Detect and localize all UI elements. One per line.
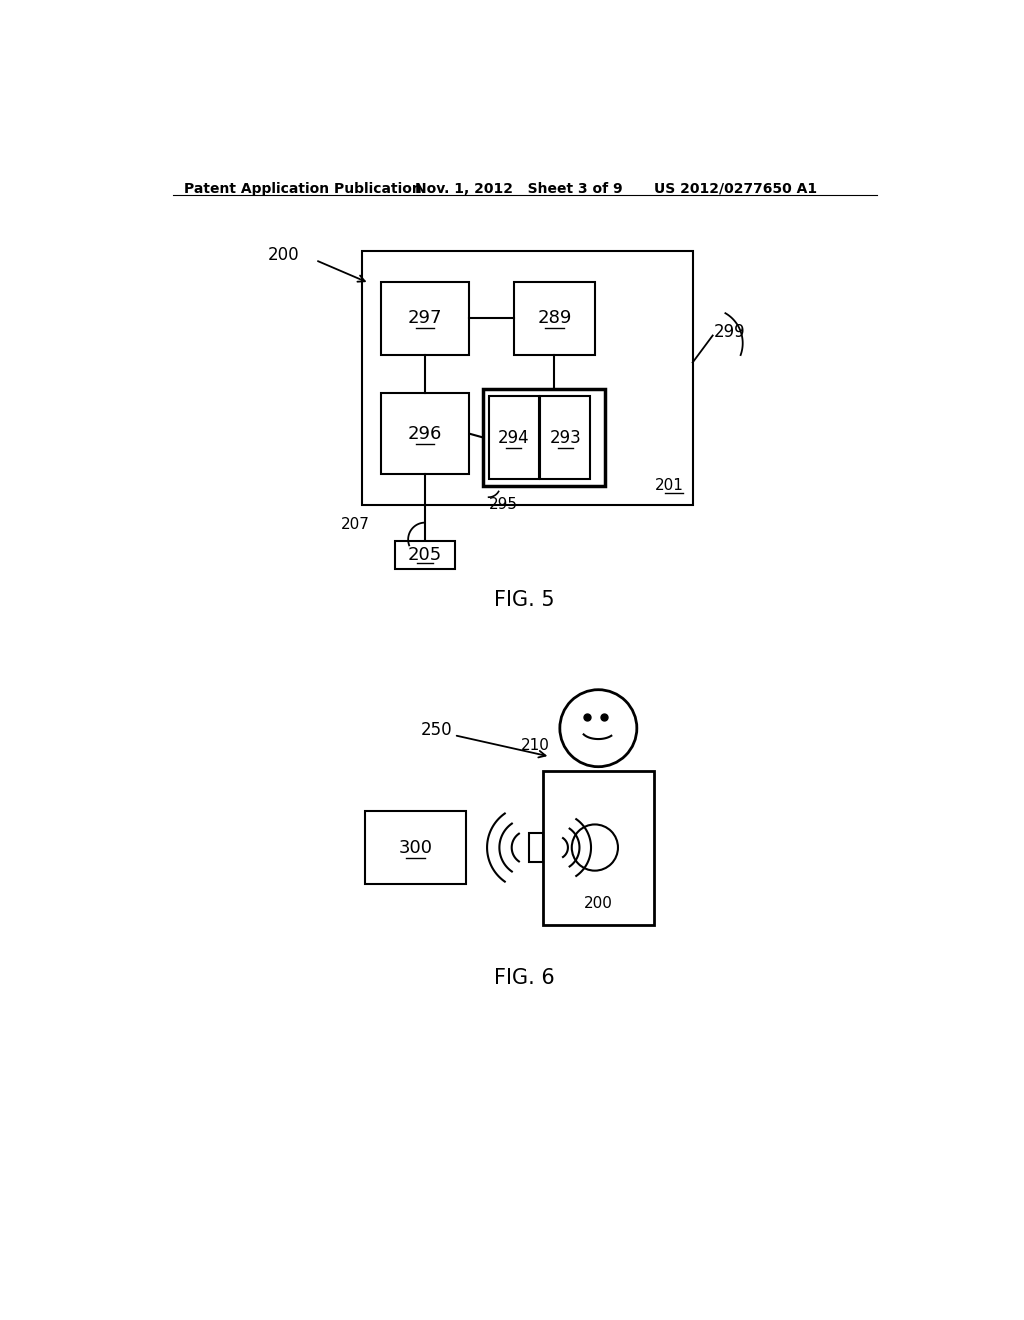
Text: 207: 207 (341, 516, 370, 532)
Bar (488, 396, 539, 479)
Text: 201: 201 (654, 478, 683, 492)
Bar (483, 389, 605, 486)
Text: 289: 289 (538, 309, 571, 327)
Text: 300: 300 (398, 838, 432, 857)
Text: 200: 200 (584, 896, 612, 911)
Bar (381, 393, 469, 474)
Text: US 2012/0277650 A1: US 2012/0277650 A1 (654, 182, 817, 195)
Bar (528, 833, 543, 862)
Text: Nov. 1, 2012   Sheet 3 of 9: Nov. 1, 2012 Sheet 3 of 9 (416, 182, 623, 195)
Text: 210: 210 (521, 738, 550, 752)
Bar (514, 281, 595, 355)
Text: 200: 200 (267, 246, 299, 264)
Text: 297: 297 (408, 309, 442, 327)
Text: 296: 296 (408, 425, 442, 442)
Bar (366, 810, 466, 884)
Text: 205: 205 (408, 546, 442, 564)
Text: 295: 295 (488, 498, 517, 512)
Text: FIG. 6: FIG. 6 (495, 969, 555, 989)
Bar (543, 771, 654, 924)
Text: 250: 250 (421, 721, 453, 739)
Text: 293: 293 (549, 429, 581, 446)
Text: 294: 294 (498, 429, 529, 446)
Bar (541, 396, 590, 479)
Bar (361, 251, 692, 506)
Bar (395, 541, 455, 569)
Text: 299: 299 (714, 322, 745, 341)
Text: FIG. 5: FIG. 5 (495, 590, 555, 610)
Text: Patent Application Publication: Patent Application Publication (184, 182, 422, 195)
Bar (381, 281, 469, 355)
